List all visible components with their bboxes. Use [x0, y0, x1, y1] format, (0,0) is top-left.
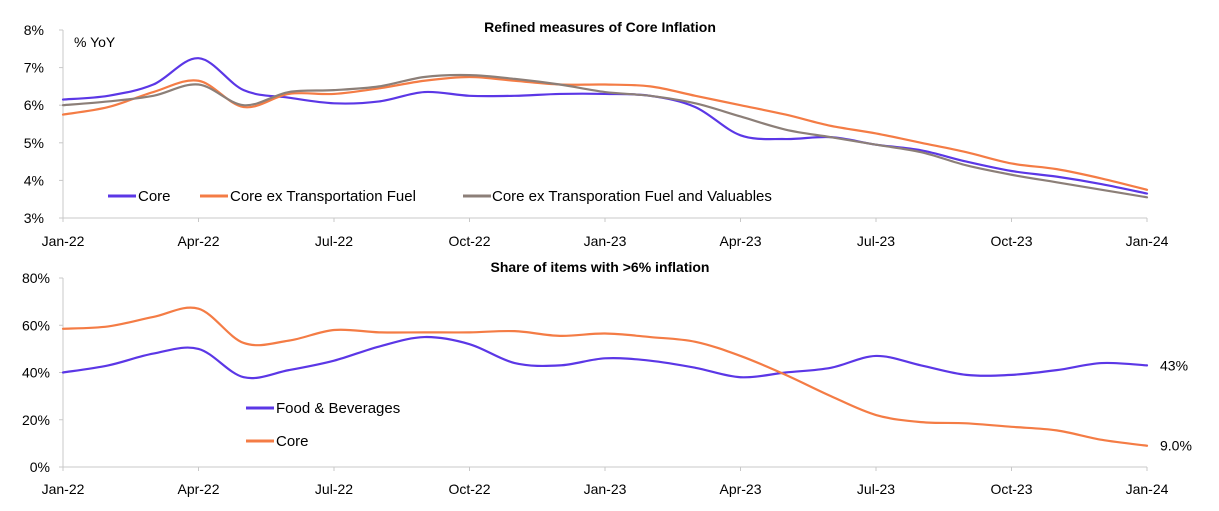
- x-tick-label: Jan-22: [42, 481, 85, 497]
- y-tick-label: 5%: [24, 135, 44, 151]
- x-tick-label: Jul-23: [857, 233, 895, 249]
- x-tick-label: Oct-22: [448, 481, 490, 497]
- legend-label: Core: [276, 433, 309, 450]
- end-value-label: 43%: [1160, 357, 1188, 373]
- x-tick-label: Jan-24: [1126, 481, 1169, 497]
- x-tick-label: Jul-23: [857, 481, 895, 497]
- series-line-core-ex-transportation-fuel: [61, 75, 1149, 191]
- legend-label: Core ex Transporation Fuel and Valuables: [492, 188, 772, 205]
- x-tick-label: Apr-23: [719, 481, 761, 497]
- y-tick-label: 8%: [24, 22, 44, 38]
- x-tick-label: Oct-23: [990, 481, 1032, 497]
- chart-title-1: Refined measures of Core Inflation: [484, 19, 716, 35]
- x-tick-label: Jan-23: [584, 481, 627, 497]
- legend-label: Core: [138, 188, 171, 205]
- y-tick-label: 20%: [22, 412, 50, 428]
- series-line-core: [61, 57, 1149, 195]
- y-tick-label: 60%: [22, 317, 50, 333]
- x-tick-label: Oct-23: [990, 233, 1032, 249]
- series-line-core: [61, 306, 1149, 447]
- x-tick-label: Apr-22: [177, 481, 219, 497]
- x-tick-label: Apr-23: [719, 233, 761, 249]
- x-tick-label: Jan-22: [42, 233, 85, 249]
- y-tick-label: 40%: [22, 365, 50, 381]
- chart-title-2: Share of items with >6% inflation: [491, 259, 710, 275]
- x-tick-label: Jul-22: [315, 481, 353, 497]
- y-tick-label: 0%: [30, 459, 50, 475]
- y-tick-label: 80%: [22, 270, 50, 286]
- x-tick-label: Jan-24: [1126, 233, 1169, 249]
- x-tick-label: Jan-23: [584, 233, 627, 249]
- series-line-core-ex-transporation-fuel-and-valuables: [61, 73, 1149, 199]
- y-tick-label: 6%: [24, 97, 44, 113]
- x-tick-label: Jul-22: [315, 233, 353, 249]
- y-tick-label: 7%: [24, 60, 44, 76]
- legend-label: Core ex Transportation Fuel: [230, 188, 416, 205]
- unit-label: % YoY: [74, 34, 116, 50]
- y-tick-label: 4%: [24, 172, 44, 188]
- end-value-label: 9.0%: [1160, 438, 1192, 454]
- x-tick-label: Apr-22: [177, 233, 219, 249]
- series-line-food-beverages: [61, 335, 1149, 380]
- y-tick-label: 3%: [24, 210, 44, 226]
- x-tick-label: Oct-22: [448, 233, 490, 249]
- legend-label: Food & Beverages: [276, 400, 400, 417]
